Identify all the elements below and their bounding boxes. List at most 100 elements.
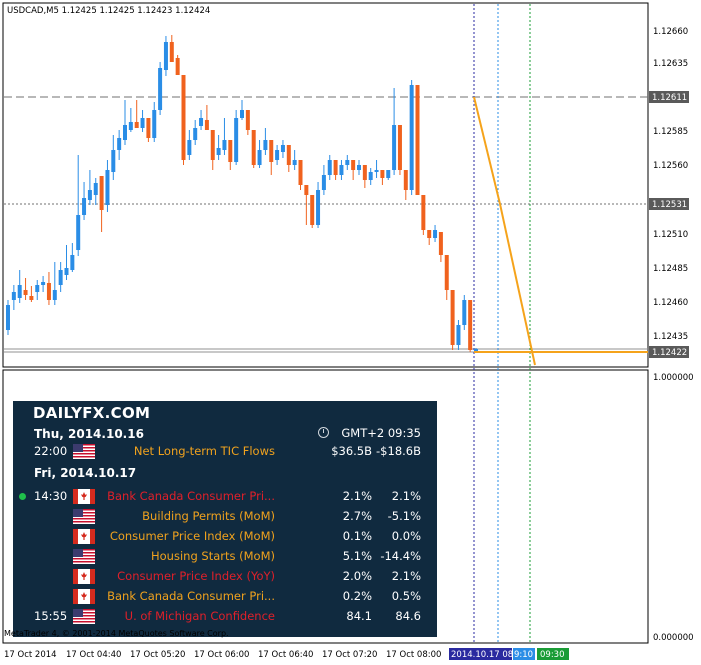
calendar-event-row[interactable]: 15:55 U. of Michigan Confidence 84.1 84.6 [13,607,437,627]
candle-body [321,175,326,190]
time-label: 17 Oct 06:40 [258,650,313,660]
event-time: 14:30 [34,489,68,503]
candle-body [128,122,133,130]
event-previous: -14.4% [380,549,421,563]
candle-body [216,148,221,155]
candle-body [333,160,338,175]
candle-body [362,165,367,180]
price-label: 1.12635 [653,59,688,69]
calendar-event-row[interactable]: 14:30 Bank Canada Consumer Pri... 2.1% 2.1% [13,487,437,507]
candle-body [123,125,127,140]
candle-body [6,305,10,330]
price-label: 1.12510 [653,230,688,240]
canada-flag-icon [73,529,95,544]
time-tag-3: 09:30 [540,650,565,660]
day-heading-thu: Thu, 2014.10.16 [34,427,144,441]
candle-body [327,160,332,175]
candle-body [117,138,122,150]
event-forecast: $36.5B [331,444,372,458]
candle-body [87,190,92,200]
candle-body [310,195,315,225]
candle-body [292,160,297,165]
calendar-event-row[interactable]: Building Permits (MoM) 2.7% -5.1% [13,507,437,527]
event-previous: 2.1% [391,569,421,583]
calendar-event-row[interactable]: Consumer Price Index (YoY) 2.0% 2.1% [13,567,437,587]
time-tag-1-bg [449,648,512,660]
event-time: 22:00 [34,444,68,458]
day-heading-fri: Fri, 2014.10.17 [34,466,137,480]
price-label: 1.12585 [653,127,688,137]
time-label: 17 Oct 2014 [4,650,57,660]
candle-body [386,170,391,178]
trend-line [499,203,536,366]
candle-body [82,198,87,215]
candle-body [234,118,239,162]
candle-body [163,42,168,70]
candle-body [152,110,157,138]
candle-body [286,145,291,165]
candle-body [397,125,402,170]
candle-body [351,160,356,170]
candlesticks [6,35,478,352]
candle-body [403,170,408,190]
main-chart-frame [2,2,649,368]
event-name: Bank Canada Consumer Pri... [107,489,275,503]
event-previous: 0.0% [391,529,421,543]
candle-body [316,190,321,225]
candle-body [438,232,443,255]
price-label: 1.12460 [653,298,688,308]
time-label: 17 Oct 04:40 [66,650,121,660]
event-name: Bank Canada Consumer Pri... [107,589,275,603]
candle-body [298,160,303,185]
candle-body [433,230,438,238]
event-forecast: 2.0% [342,569,372,583]
candle-body [357,165,361,170]
candle-body [275,150,280,160]
calendar-event-row[interactable]: 22:00 Net Long-term TIC Flows $36.5B -$18.6… [13,442,437,462]
symbol-header: USDCAD,M5 1.12425 1.12425 1.12423 1.1242… [7,6,210,16]
event-previous: -5.1% [387,509,421,523]
event-forecast: 5.1% [342,549,372,563]
calendar-event-row[interactable]: Consumer Price Index (MoM) 0.1% 0.0% [13,527,437,547]
candle-body [11,292,16,300]
us-flag-icon [73,444,95,459]
event-previous: 0.5% [391,589,421,603]
calendar-event-row[interactable]: Bank Canada Consumer Pri... 0.2% 0.5% [13,587,437,607]
candle-body [409,85,414,190]
candle-body [228,140,233,162]
candle-body [99,176,104,210]
time-tag-2-bg [513,648,535,660]
candle-body [450,290,455,345]
trend-line [473,96,501,205]
candle-body [70,255,75,270]
chart-overlays [473,96,648,366]
event-name: U. of Michigan Confidence [124,609,275,623]
event-name: Building Permits (MoM) [142,509,275,523]
candle-body [269,140,274,162]
candle-body [456,325,461,345]
canada-flag-icon [73,489,95,504]
candle-body [245,110,250,130]
indicator-window-frame [2,369,649,644]
economic-calendar-panel: DAILYFX.COM Thu, 2014.10.16 GMT+2 09:35 … [13,401,437,637]
candle-body [427,230,432,238]
price-label: 1.12660 [653,27,688,37]
event-previous: -$18.6B [376,444,421,458]
candle-body [64,268,69,275]
event-previous: 2.1% [391,489,421,503]
high-line-tag: 1.12611 [652,93,687,103]
price-label: 1.12485 [653,264,688,274]
calendar-event-row[interactable]: Housing Starts (MoM) 5.1% -14.4% [13,547,437,567]
us-flag-icon [73,509,95,524]
price-label: 1.12435 [653,332,688,342]
next-event-dot-icon [19,493,26,500]
candle-body [204,120,209,130]
candle-body [444,255,449,290]
event-forecast: 2.1% [342,489,372,503]
candle-body [93,183,98,195]
us-flag-icon [73,609,95,624]
event-name: Consumer Price Index (YoY) [117,569,275,583]
candle-body [415,85,420,195]
clock-icon [318,427,329,438]
